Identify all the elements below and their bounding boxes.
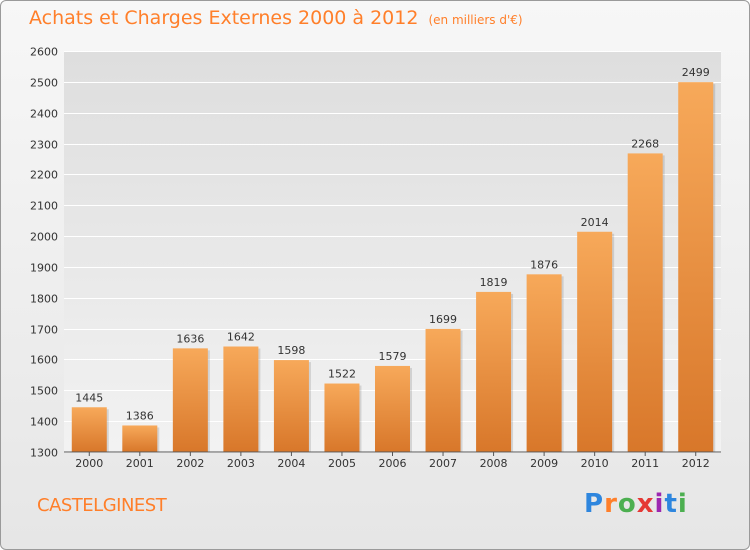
x-tick-label: 2002 xyxy=(176,457,204,470)
x-tick-label: 2007 xyxy=(429,457,457,470)
data-label: 1642 xyxy=(227,331,255,344)
bar xyxy=(526,274,562,452)
bar xyxy=(172,348,208,452)
y-tick-label: 2200 xyxy=(30,169,58,182)
bars: 1445 1386 1636 1642 1598 1522 1579 1699 1819 1876… xyxy=(71,66,716,453)
bar xyxy=(273,360,309,452)
y-tick-label: 1400 xyxy=(30,416,58,429)
bar xyxy=(122,425,158,452)
data-label: 2014 xyxy=(581,216,609,229)
y-tick-label: 2000 xyxy=(30,231,58,244)
y-tick-label: 2300 xyxy=(30,139,58,152)
y-tick-label: 1700 xyxy=(30,324,58,337)
data-label: 1819 xyxy=(480,276,508,289)
y-axis-ticks: 1300 1400 1500 1600 1700 1800 1900 2000 2100 2200… xyxy=(30,46,58,460)
data-label: 1598 xyxy=(277,344,305,357)
x-tick-label: 2000 xyxy=(75,457,103,470)
x-tick-label: 2009 xyxy=(530,457,558,470)
bar xyxy=(476,291,512,452)
x-tick-label: 2010 xyxy=(581,457,609,470)
town-name: CASTELGINEST xyxy=(37,495,167,516)
x-tick-label: 2008 xyxy=(480,457,508,470)
data-label: 1636 xyxy=(176,332,204,345)
bar xyxy=(71,407,107,452)
x-tick-label: 2012 xyxy=(682,457,710,470)
x-tick-label: 2006 xyxy=(379,457,407,470)
y-tick-label: 2400 xyxy=(30,108,58,121)
bar xyxy=(324,383,360,452)
bar xyxy=(627,153,663,452)
data-label: 1579 xyxy=(379,350,407,363)
data-label: 1445 xyxy=(75,391,103,404)
x-tick-label: 2003 xyxy=(227,457,255,470)
y-tick-label: 1600 xyxy=(30,354,58,367)
y-tick-label: 2100 xyxy=(30,200,58,213)
data-label: 1699 xyxy=(429,313,457,326)
x-tick-label: 2005 xyxy=(328,457,356,470)
bar xyxy=(425,328,461,452)
data-label: 2268 xyxy=(631,137,659,150)
y-tick-label: 2500 xyxy=(30,77,58,90)
x-tick-label: 2004 xyxy=(277,457,305,470)
data-label: 1386 xyxy=(126,409,154,422)
y-tick-label: 1500 xyxy=(30,385,58,398)
data-label: 1876 xyxy=(530,258,558,271)
y-tick-label: 1800 xyxy=(30,293,58,306)
y-tick-label: 1900 xyxy=(30,262,58,275)
x-tick-label: 2011 xyxy=(631,457,659,470)
bar xyxy=(678,82,714,453)
y-tick-label: 2600 xyxy=(30,46,58,59)
bar xyxy=(223,346,259,452)
x-tick-label: 2001 xyxy=(126,457,154,470)
y-tick-label: 1300 xyxy=(30,447,58,460)
chart-subtitle: (en milliers d'€) xyxy=(428,13,523,27)
chart-title-text: Achats et Charges Externes 2000 à 2012 xyxy=(29,7,419,29)
proxiti-logo: Proxiti xyxy=(584,489,688,519)
data-label: 1522 xyxy=(328,368,356,381)
x-axis-ticks: 2000 2001 2002 2003 2004 2005 2006 2007 2008 2009… xyxy=(75,452,710,470)
bar xyxy=(577,231,613,452)
bar xyxy=(375,365,410,452)
chart-title: Achats et Charges Externes 2000 à 2012 (e… xyxy=(29,7,523,29)
data-label: 2499 xyxy=(682,66,710,79)
